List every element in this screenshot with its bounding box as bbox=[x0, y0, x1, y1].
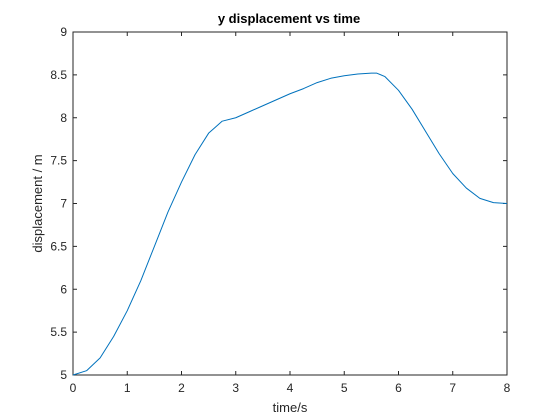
y-tick-label: 6 bbox=[60, 282, 67, 296]
y-axis-label: displacement / m bbox=[30, 154, 45, 252]
x-tick-label: 6 bbox=[395, 381, 402, 395]
y-tick-label: 7.5 bbox=[50, 154, 67, 168]
plot-frame bbox=[73, 32, 507, 375]
x-tick-label: 8 bbox=[504, 381, 511, 395]
y-tick-label: 6.5 bbox=[50, 239, 67, 253]
x-tick-label: 3 bbox=[232, 381, 239, 395]
y-tick-label: 9 bbox=[60, 25, 67, 39]
x-tick-label: 4 bbox=[287, 381, 294, 395]
plot-area: 0 1 2 3 4 5 6 7 8 5 5.5 6 6.5 7 7.5 8 8.5 9 bbox=[50, 25, 510, 395]
x-axis-label: time/s bbox=[273, 400, 308, 415]
x-tick-label: 1 bbox=[124, 381, 131, 395]
x-tick-label: 7 bbox=[449, 381, 456, 395]
y-tick-label: 8 bbox=[60, 111, 67, 125]
y-tick-label: 5.5 bbox=[50, 325, 67, 339]
x-tick-label: 2 bbox=[178, 381, 185, 395]
y-tick-label: 8.5 bbox=[50, 68, 67, 82]
y-tick-label: 5 bbox=[60, 368, 67, 382]
x-tick-label: 5 bbox=[341, 381, 348, 395]
x-tick-label: 0 bbox=[70, 381, 77, 395]
chart-title: y displacement vs time bbox=[218, 11, 360, 26]
y-tick-label: 7 bbox=[60, 197, 67, 211]
